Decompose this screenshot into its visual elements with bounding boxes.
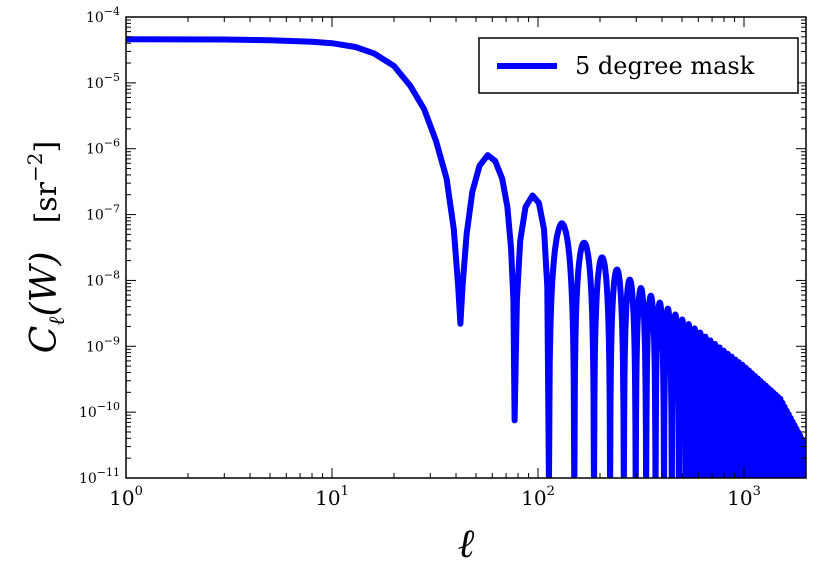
x-tick-label: 103 [727,484,761,510]
x-axis-title: ℓ [458,521,475,567]
plot-frame [125,16,807,479]
y-axis-title: Cℓ(W)[sr−2] [23,141,70,353]
legend: 5 degree mask [478,37,799,94]
x-tick-label: 102 [521,484,555,510]
y-tick-label: 10−8 [86,268,120,289]
series-line-5-degree-mask [126,36,806,478]
y-tick-label: 10−11 [79,466,120,487]
y-axis-title-main: C [24,326,65,354]
axis-ticks [125,16,807,479]
legend-label: 5 degree mask [575,52,755,80]
svg-text:Cℓ(W)[sr−2]: Cℓ(W)[sr−2] [23,141,70,353]
y-tick-label: 10−9 [86,334,120,355]
y-tick-label: 10−10 [79,400,120,421]
x-tick-label: 101 [315,484,349,510]
y-tick-label: 10−7 [86,203,120,224]
series-group [126,36,806,478]
y-tick-label: 10−6 [86,137,120,158]
y-tick-label: 10−5 [86,71,120,92]
y-tick-label: 10−4 [86,5,120,26]
x-tick-label: 100 [109,484,143,510]
tick-labels: 100 101 102 103 10−11 10−10 10−9 10−8 10−7 10−6 10… [79,5,761,510]
